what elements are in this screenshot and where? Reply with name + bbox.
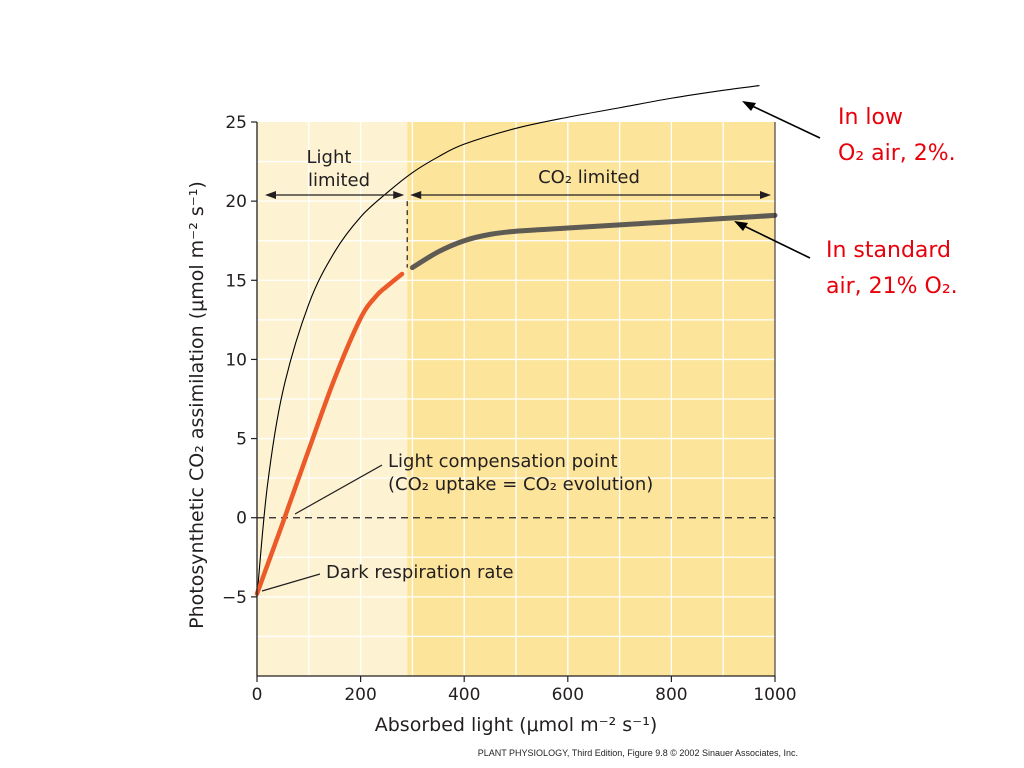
chart-grid [257, 122, 775, 676]
y-tick-label: 15 [225, 271, 247, 291]
standard-air-note-line1: In standard [826, 238, 951, 263]
light-limited-arrow [265, 191, 405, 199]
compensation-point-label-line1: Light compensation point [388, 451, 618, 472]
light-limited-label-line1: Light [307, 147, 352, 168]
x-tick-label: 0 [252, 685, 263, 705]
co2-limited-arrow [410, 191, 771, 199]
x-tick-label: 600 [552, 685, 584, 705]
y-tick-label: 0 [236, 509, 247, 529]
low-o2-note-line2: O₂ air, 2%. [838, 141, 956, 166]
compensation-point-label-line2: (CO₂ uptake = CO₂ evolution) [388, 474, 653, 495]
dark-respiration-label: Dark respiration rate [326, 562, 514, 583]
zero-line-layer [257, 201, 775, 519]
standard-air-pointer-arrow [734, 221, 811, 259]
chart-series [254, 85, 778, 597]
chart-ticks: 0 200 400 600 800 1000 −5 0 5 10 15 20 25 [222, 113, 797, 705]
y-tick-label: 10 [225, 350, 247, 370]
dark-respiration-leader [261, 573, 321, 592]
x-tick-label: 1000 [753, 685, 796, 705]
compensation-point-leader [294, 464, 383, 515]
y-axis-title: Photosynthetic CO₂ assimilation (μmol m⁻… [186, 181, 208, 629]
series-low-o2-curve [256, 85, 760, 597]
low-o2-pointer-arrow [742, 101, 821, 139]
y-tick-label: 25 [225, 113, 247, 133]
y-tick-label: −5 [222, 588, 247, 608]
y-tick-label: 5 [236, 430, 247, 450]
standard-air-note-line2: air, 21% O₂. [826, 274, 958, 299]
series-standard-air-co2-limited [409, 212, 778, 271]
x-axis-title: Absorbed light (μmol m⁻² s⁻¹) [375, 714, 658, 736]
series-standard-air-light-limited [254, 271, 405, 596]
y-tick-label: 20 [225, 192, 247, 212]
light-limited-label-line2: limited [308, 170, 370, 191]
region-arrows [265, 191, 771, 199]
x-tick-label: 800 [655, 685, 687, 705]
x-tick-label: 400 [448, 685, 480, 705]
figure-caption: PLANT PHYSIOLOGY, Third Edition, Figure … [478, 748, 798, 758]
chart-axes [256, 122, 776, 677]
x-tick-label: 200 [344, 685, 376, 705]
co2-limited-label: CO₂ limited [538, 167, 640, 188]
low-o2-note-line1: In low [838, 105, 903, 130]
